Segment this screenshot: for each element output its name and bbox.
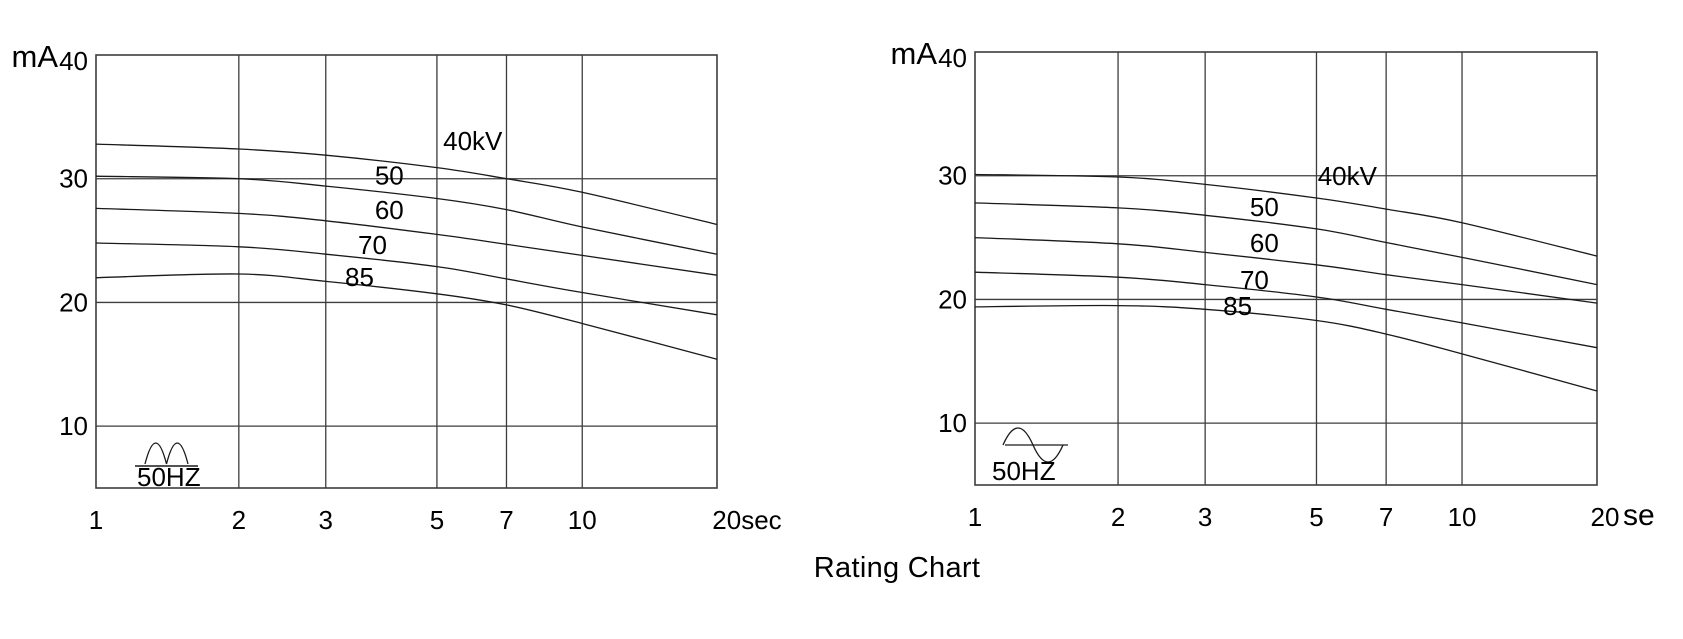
series-label-40kV: 40kV <box>443 126 503 156</box>
power-frequency-label: 50HZ <box>992 456 1056 486</box>
x-tick-label: 2 <box>1111 502 1125 532</box>
series-curve-60 <box>95 207 718 276</box>
series-curve-70 <box>95 242 718 316</box>
y-tick-label: 40 <box>59 46 88 76</box>
y-tick-label: 20 <box>59 287 88 317</box>
y-axis-label: mA <box>891 36 938 71</box>
y-tick-label: 30 <box>59 164 88 194</box>
series-label-50: 50 <box>375 160 404 190</box>
series-curve-50 <box>95 175 718 255</box>
y-tick-label: 10 <box>59 411 88 441</box>
full-wave-rectified-sine-icon <box>144 442 189 465</box>
series-label-85: 85 <box>345 262 374 292</box>
x-tick-label: 1 <box>968 502 982 532</box>
series-curve-60 <box>974 236 1598 304</box>
x-tick-label: 20sec <box>712 505 781 535</box>
series-label-70: 70 <box>358 230 387 260</box>
series-label-70: 70 <box>1240 265 1269 295</box>
series-label-60: 60 <box>1250 228 1279 258</box>
x-tick-label: 1 <box>89 505 103 535</box>
x-tick-label: 20 <box>1591 502 1620 532</box>
series-label-60: 60 <box>375 195 404 225</box>
plot-border <box>974 51 1598 486</box>
series-curve-40kV <box>95 143 718 226</box>
x-tick-label: 2 <box>232 505 246 535</box>
series-curve-85 <box>974 304 1598 392</box>
x-tick-label: 3 <box>319 505 333 535</box>
power-frequency-label: 50HZ <box>137 462 201 492</box>
sine-wave-icon <box>1002 427 1064 463</box>
x-axis-unit-label: se <box>1623 499 1655 532</box>
series-curve-70 <box>974 271 1598 349</box>
y-axis-label: mA <box>12 39 59 74</box>
figure-title: Rating Chart <box>813 552 981 584</box>
series-curve-50 <box>974 202 1598 286</box>
y-tick-label: 10 <box>938 408 967 438</box>
plot-border <box>95 54 718 489</box>
y-tick-label: 40 <box>938 43 967 73</box>
series-curve-85 <box>95 273 718 360</box>
x-tick-label: 3 <box>1198 502 1212 532</box>
x-tick-label: 7 <box>499 505 513 535</box>
y-tick-label: 20 <box>938 284 967 314</box>
x-tick-label: 7 <box>1379 502 1393 532</box>
series-label-85: 85 <box>1223 291 1252 321</box>
series-curve-40kV <box>974 173 1598 257</box>
series-label-40kV: 40kV <box>1318 161 1378 191</box>
x-tick-label: 5 <box>1309 502 1323 532</box>
x-tick-label: 5 <box>430 505 444 535</box>
x-tick-label: 10 <box>568 505 597 535</box>
x-tick-label: 10 <box>1448 502 1477 532</box>
series-label-50: 50 <box>1250 192 1279 222</box>
y-tick-label: 30 <box>938 161 967 191</box>
